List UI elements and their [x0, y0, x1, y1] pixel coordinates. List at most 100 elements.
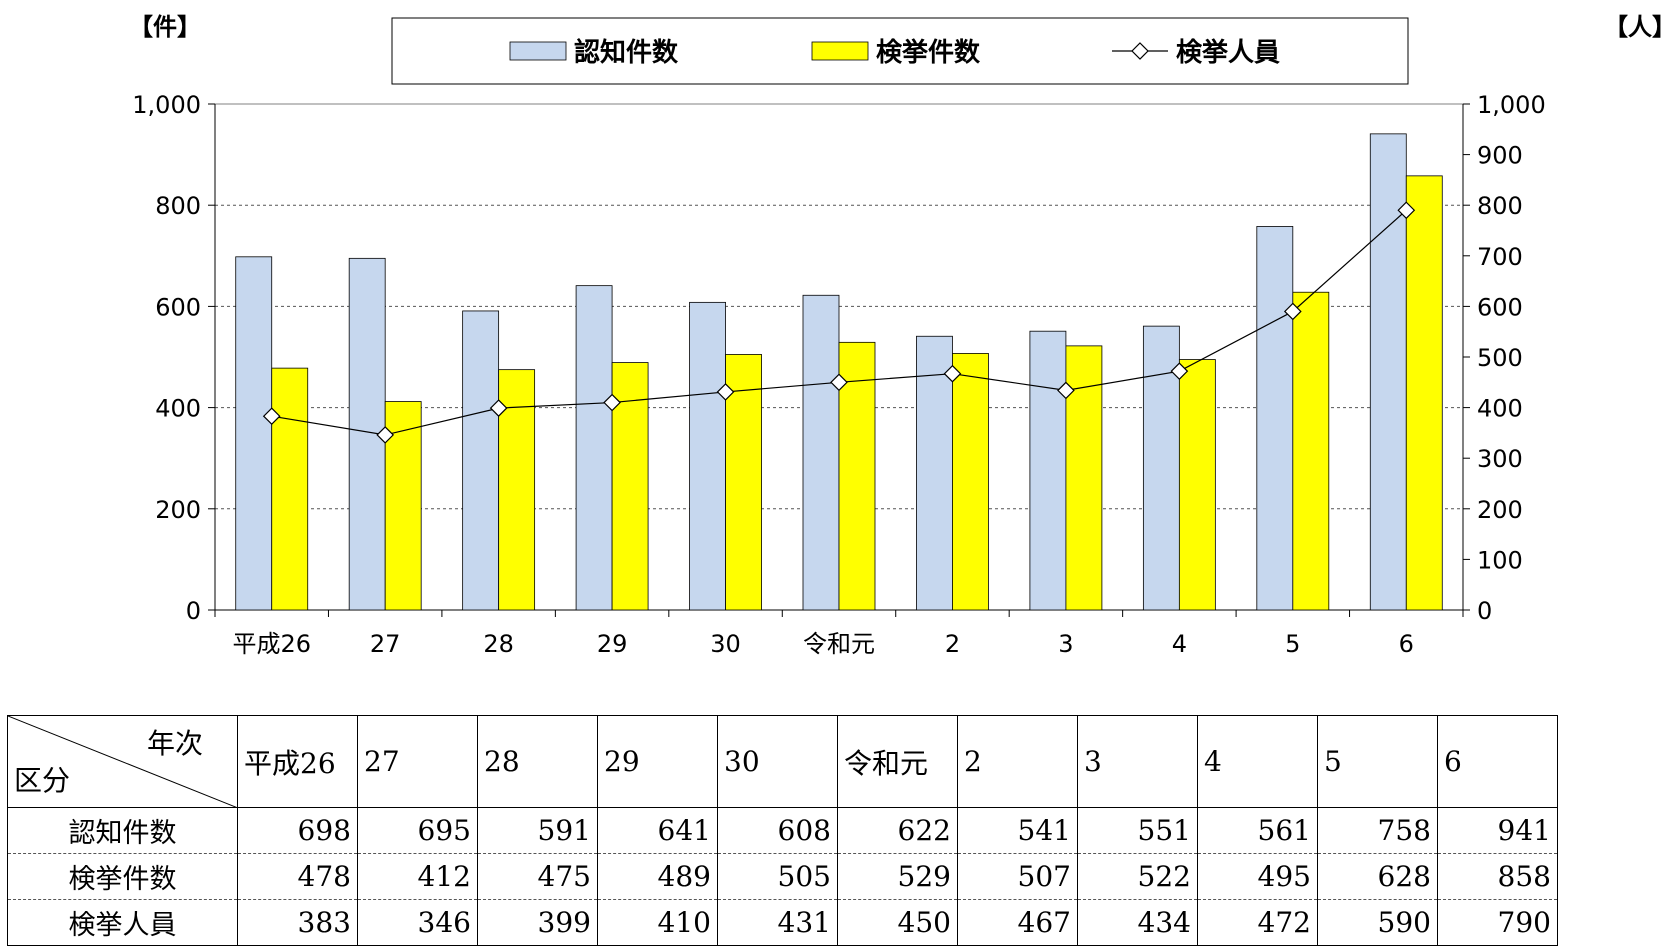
table-header-cell: 平成26 [237, 715, 358, 808]
bar [725, 354, 762, 611]
x-tick-label: 平成26 [232, 630, 311, 658]
table-cell: 505 [717, 853, 838, 900]
bar [575, 285, 613, 611]
bar [462, 310, 500, 611]
y-tick-label-right: 700 [1477, 243, 1523, 271]
line-point [603, 393, 621, 412]
table-cell: 495 [1197, 853, 1318, 900]
bar [689, 301, 726, 611]
y-tick-label-left: 600 [155, 293, 201, 321]
table-header-cell: 6 [1437, 715, 1558, 808]
corner-year-label: 年次 [146, 727, 203, 760]
table-cell: 561 [1197, 807, 1318, 854]
row-label: 検挙件数 [7, 853, 238, 900]
bar [952, 353, 989, 611]
table-cell: 622 [837, 807, 958, 854]
table-header-cell: 5 [1317, 715, 1438, 808]
x-tick-label: 29 [597, 630, 628, 658]
table-cell: 541 [957, 807, 1078, 854]
bar [235, 256, 273, 611]
table-cell: 410 [597, 899, 718, 946]
corner-category-label: 区分 [14, 764, 71, 797]
table-cell: 399 [477, 899, 598, 946]
table-cell: 475 [477, 853, 598, 900]
bar [1292, 291, 1330, 611]
table-cell: 478 [237, 853, 358, 900]
table-cell: 467 [957, 899, 1078, 946]
y-tick-label-right: 300 [1477, 445, 1523, 473]
line-point [943, 364, 962, 383]
table-header-cell: 28 [477, 715, 598, 808]
table-cell: 628 [1317, 853, 1438, 900]
table-cell: 434 [1077, 899, 1198, 946]
left-unit-label: 【件】 [129, 13, 201, 41]
legend-marker [1131, 42, 1149, 60]
line-point [489, 399, 508, 417]
bar [1405, 175, 1443, 611]
table-header-cell: 3 [1077, 715, 1198, 808]
table-cell: 529 [837, 853, 958, 900]
bar [1369, 133, 1407, 611]
x-tick-label: 30 [710, 630, 741, 658]
line-point [1397, 201, 1416, 220]
x-tick-label: 4 [1172, 630, 1187, 658]
table-cell: 758 [1317, 807, 1438, 854]
line-point [830, 373, 848, 392]
x-tick-label: 5 [1285, 630, 1300, 658]
y-tick-label-right: 0 [1477, 597, 1492, 625]
table-header-cell: 2 [957, 715, 1078, 808]
y-tick-label-left: 800 [155, 192, 201, 220]
legend-label: 認知件数 [574, 37, 679, 68]
table-row: 検挙人員 383 346 399 410 431 450 467 434 472… [7, 899, 1558, 946]
table-cell: 608 [717, 807, 838, 854]
legend-label: 検挙件数 [876, 38, 981, 68]
x-tick-label: 6 [1399, 630, 1414, 658]
table-header-cell: 4 [1197, 715, 1318, 808]
line-point [376, 426, 395, 444]
table-header-row: 年次 区分 平成26 27 28 29 30 令和元 2 3 4 5 6 [7, 715, 1558, 808]
bar [271, 367, 309, 611]
table-cell: 383 [237, 899, 358, 946]
x-tick-label: 3 [1058, 630, 1073, 658]
bar [1029, 330, 1067, 611]
y-tick-label-right: 800 [1477, 192, 1523, 220]
line-point [1057, 381, 1075, 400]
table-header-cell: 27 [357, 715, 478, 808]
line-point [716, 383, 735, 401]
table-header-cell: 令和元 [837, 715, 958, 808]
y-tick-label-left: 200 [155, 496, 201, 524]
table-cell: 941 [1437, 807, 1558, 854]
table-cell: 472 [1197, 899, 1318, 946]
table-row: 認知件数 698 695 591 641 608 622 541 551 561… [7, 807, 1558, 854]
x-tick-label: 2 [945, 630, 960, 658]
bar [802, 294, 840, 611]
y-tick-label-left: 0 [186, 597, 201, 625]
y-tick-label-right: 400 [1477, 395, 1523, 423]
legend-label: 検挙人員 [1176, 38, 1280, 68]
table-cell: 590 [1317, 899, 1438, 946]
right-unit-label: 【人】 [1604, 13, 1676, 41]
table-cell: 695 [357, 807, 478, 854]
row-label: 検挙人員 [7, 899, 238, 946]
bar [1178, 359, 1216, 611]
bar [1256, 226, 1294, 611]
y-tick-label-right: 200 [1477, 496, 1523, 524]
y-tick-label-left: 400 [155, 395, 201, 423]
y-tick-label-right: 1,000 [1477, 91, 1546, 119]
legend-swatch [811, 41, 869, 61]
bar [838, 341, 876, 611]
row-label: 認知件数 [7, 807, 238, 854]
table-cell: 591 [477, 807, 598, 854]
x-tick-label: 令和元 [803, 630, 875, 658]
table-cell: 450 [837, 899, 958, 946]
table-cell: 346 [357, 899, 478, 946]
table-cell: 412 [357, 853, 478, 900]
table-cell: 858 [1437, 853, 1558, 900]
legend-swatch [509, 41, 567, 61]
x-tick-label: 27 [370, 630, 401, 658]
y-tick-label-right: 600 [1477, 293, 1523, 321]
table-cell: 698 [237, 807, 358, 854]
combo-chart: 0 200 400 600 800 1,000 0 100 200 300 400 500 600 700… [129, 13, 1676, 658]
table-cell: 522 [1077, 853, 1198, 900]
table-cell: 431 [717, 899, 838, 946]
